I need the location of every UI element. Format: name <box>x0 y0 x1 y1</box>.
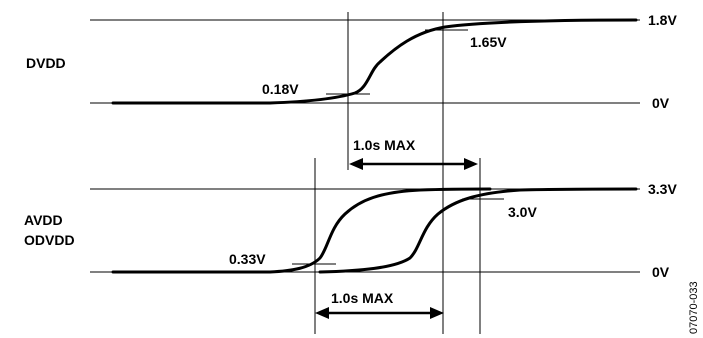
odvdd-ramp-curve <box>318 187 638 274</box>
dvdd-top-level-label: 1.8V <box>648 12 677 28</box>
dvdd-high-threshold-label: 1.65V <box>470 34 507 50</box>
lower-interval-arrow-right-head <box>430 307 444 319</box>
dvdd-ramp-curve <box>111 18 638 105</box>
dvdd-rail-label: DVDD <box>26 55 66 71</box>
avdd-rail-label-line2: ODVDD <box>24 232 75 248</box>
upper-interval-arrow-right-head <box>464 158 478 170</box>
avdd-low-threshold-label: 0.33V <box>229 251 266 267</box>
dvdd-bottom-level-label: 0V <box>652 95 670 111</box>
avdd-high-threshold-label: 3.0V <box>508 204 537 220</box>
avdd-ramp-curve <box>111 187 492 274</box>
upper-interval-arrow-left-head <box>349 158 363 170</box>
avdd-top-level-label: 3.3V <box>648 181 677 197</box>
upper-interval-label: 1.0s MAX <box>353 137 416 153</box>
lower-interval-label: 1.0s MAX <box>331 290 394 306</box>
lower-interval-arrow-left-head <box>315 307 329 319</box>
avdd-bottom-level-label: 0V <box>652 264 670 280</box>
avdd-rail-label-line1: AVDD <box>24 212 63 228</box>
dvdd-low-threshold-label: 0.18V <box>262 81 299 97</box>
figure-id-label: 07070-033 <box>688 281 700 334</box>
